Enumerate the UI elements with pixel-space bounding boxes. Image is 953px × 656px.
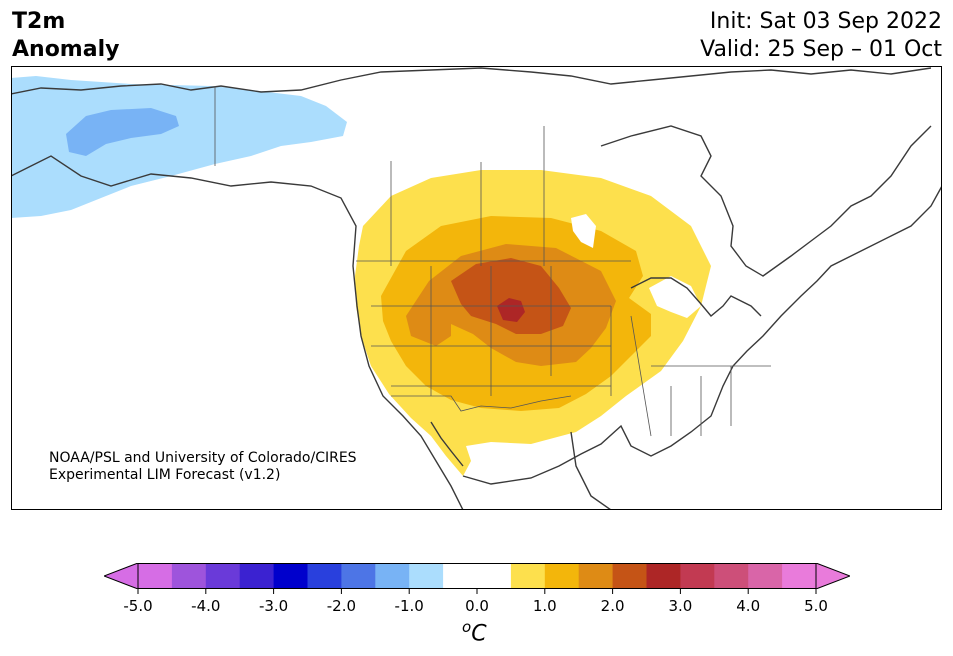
coastlines [11,67,942,510]
colorbar-segment [138,563,173,589]
colorbar-segment [544,563,580,589]
colorbar-tick-label: 0.0 [465,597,489,615]
great-lakes [649,276,701,318]
colorbar-segment [510,563,546,589]
credit-text: NOAA/PSL and University of Colorado/CIRE… [49,450,357,484]
colorbar-tick-label: 2.0 [601,597,625,615]
colorbar-segment [477,563,512,589]
map-title: T2m Anomaly [12,8,119,64]
colorbar-segment [443,563,478,589]
colorbar-segment [375,563,410,589]
cold-anomaly-region [11,76,347,218]
colorbar-high-extend [815,563,850,589]
colorbar-segment [341,563,376,589]
colorbar-segment [714,563,749,589]
title-line2: Anomaly [12,37,120,62]
colorbar-segment [205,563,241,589]
colorbar-tick-label: 4.0 [736,597,760,615]
colorbar-low-extend [104,563,139,589]
colorbar-frame [137,563,817,589]
colorbar-ticks: -5.0 -4.0 -3.0 -2.0 -1.0 0.0 1.0 2.0 3.0 4.0 5.0 [123,589,828,615]
colorbar-tick-label: -5.0 [123,597,152,615]
colorbar-tick-label: 5.0 [804,597,828,615]
init-date: Init: Sat 03 Sep 2022 [709,9,942,34]
political-borders [214,86,771,437]
colorbar-tick-label: 1.0 [533,597,557,615]
unit-celsius: C [471,621,487,647]
colorbar-segment [680,563,715,589]
colorbar-tick-label: 3.0 [668,597,692,615]
credit-line2: Experimental LIM Forecast (v1.2) [49,467,281,483]
warm-anomaly-red [497,298,525,322]
title-line1: T2m [12,9,66,34]
colorbar-segment [782,563,817,589]
colorbar-segment [612,563,647,589]
colorbar-unit: oC [462,618,487,646]
valid-dates: Valid: 25 Sep – 01 Oct [700,37,942,62]
colorbar-tick-label: -1.0 [395,597,424,615]
colorbar-segment [409,563,444,589]
cold-anomaly-core [66,108,179,156]
credit-line1: NOAA/PSL and University of Colorado/CIRE… [49,450,357,466]
warm-anomaly-dark-orange [451,258,571,334]
colorbar-segment [307,563,342,589]
colorbar-tick-label: -2.0 [327,597,356,615]
colorbar-segment [171,563,207,589]
colorbar-segment [646,563,681,589]
colorbar-tick-label: -3.0 [259,597,288,615]
colorbar-segment [239,563,275,589]
small-lake [571,214,596,248]
forecast-dates: Init: Sat 03 Sep 2022 Valid: 25 Sep – 01… [700,8,942,64]
colorbar [104,563,850,589]
colorbar-tick-label: -4.0 [191,597,220,615]
colorbar-segment [578,563,614,589]
unit-degree: o [462,618,472,636]
colorbar-segment [273,563,308,589]
anomaly-map [11,66,942,510]
colorbar-segment [748,563,783,589]
